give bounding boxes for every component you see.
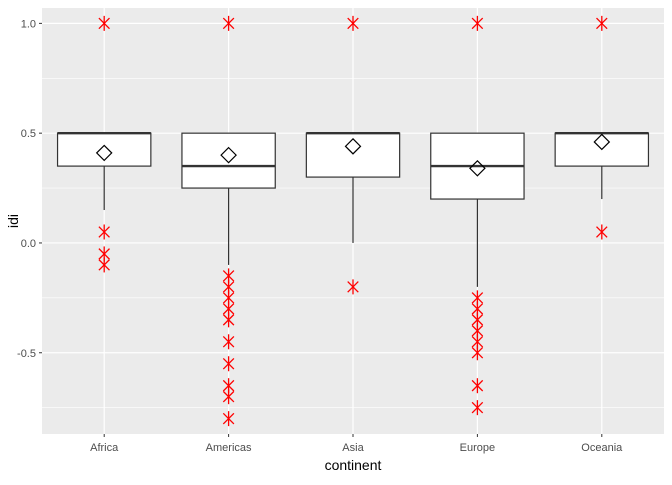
box-asia <box>305 15 401 295</box>
outlier-asterisk-icon <box>98 15 110 31</box>
box-americas <box>181 15 276 427</box>
x-tick-label: Asia <box>342 442 364 454</box>
outlier-asterisk-icon <box>471 345 484 361</box>
x-tick-label: Oceania <box>581 442 623 454</box>
outlier-asterisk-icon <box>222 356 235 372</box>
outlier-asterisk-icon <box>471 400 484 416</box>
mean-diamond-icon <box>220 146 237 164</box>
x-axis-title: continent <box>325 457 382 473</box>
outlier-asterisk-icon <box>222 15 235 31</box>
outlier-asterisk-icon <box>596 224 608 240</box>
box-africa <box>56 15 152 273</box>
outlier-asterisk-icon <box>347 15 359 31</box>
y-axis-title: idi <box>5 214 21 228</box>
outlier-asterisk-icon <box>471 378 484 394</box>
outlier-asterisk-icon <box>98 224 110 240</box>
box-oceania <box>554 15 650 240</box>
mean-diamond-icon <box>593 133 611 151</box>
y-tick-label: 0.0 <box>21 238 36 250</box>
mean-diamond-icon <box>344 137 362 155</box>
outlier-asterisk-icon <box>222 389 235 405</box>
outlier-asterisk-icon <box>596 15 608 31</box>
box-iqr <box>305 132 401 178</box>
boxes-layer <box>56 15 650 427</box>
x-axis: Africa Americas Asia Europe Oceania <box>90 434 623 454</box>
outlier-asterisk-icon <box>98 257 110 273</box>
outlier-asterisk-icon <box>222 312 235 328</box>
y-axis: -0.5 0.0 0.5 1.0 <box>17 18 42 360</box>
y-tick-label: -0.5 <box>17 348 36 360</box>
x-tick-label: Europe <box>460 442 495 454</box>
outlier-asterisk-icon <box>222 334 235 350</box>
y-tick-label: 1.0 <box>21 18 36 30</box>
outlier-asterisk-icon <box>471 15 484 31</box>
outlier-asterisk-icon <box>222 411 235 427</box>
box-europe <box>430 15 525 416</box>
mean-diamond-icon <box>95 144 113 162</box>
x-tick-label: Africa <box>90 442 119 454</box>
outlier-asterisk-icon <box>347 279 359 295</box>
mean-diamond-icon <box>469 159 486 177</box>
y-tick-label: 0.5 <box>21 128 36 140</box>
x-tick-label: Americas <box>206 442 252 454</box>
box-iqr <box>181 132 276 189</box>
